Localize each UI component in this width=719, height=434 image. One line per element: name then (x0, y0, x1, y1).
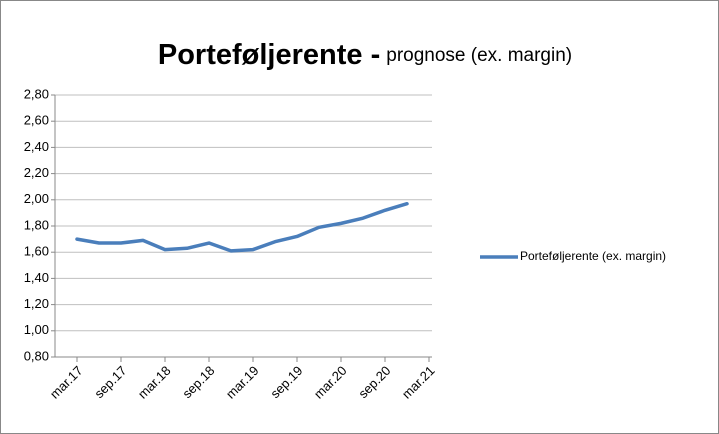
y-tick-label: 0,80 (24, 348, 49, 363)
y-tick-label: 2,60 (24, 113, 49, 128)
legend-label: Porteføljerente (ex. margin) (520, 249, 666, 263)
y-tick-label: 1,80 (24, 217, 49, 232)
y-tick-label: 2,20 (24, 165, 49, 180)
y-tick-label: 1,00 (24, 322, 49, 337)
y-tick-label: 1,40 (24, 270, 49, 285)
y-tick-label: 2,40 (24, 139, 49, 154)
series-line (75, 201, 409, 253)
chart-title: Porteføljerente - (158, 39, 380, 71)
chart-heading: Porteføljerente - prognose (ex. margin) (158, 39, 572, 71)
y-tick-label: 1,20 (24, 296, 49, 311)
chart-subtitle: prognose (ex. margin) (386, 45, 572, 66)
y-tick-label: 2,00 (24, 191, 49, 206)
y-tick-label: 2,80 (24, 86, 49, 101)
y-tick-label: 1,60 (24, 244, 49, 259)
